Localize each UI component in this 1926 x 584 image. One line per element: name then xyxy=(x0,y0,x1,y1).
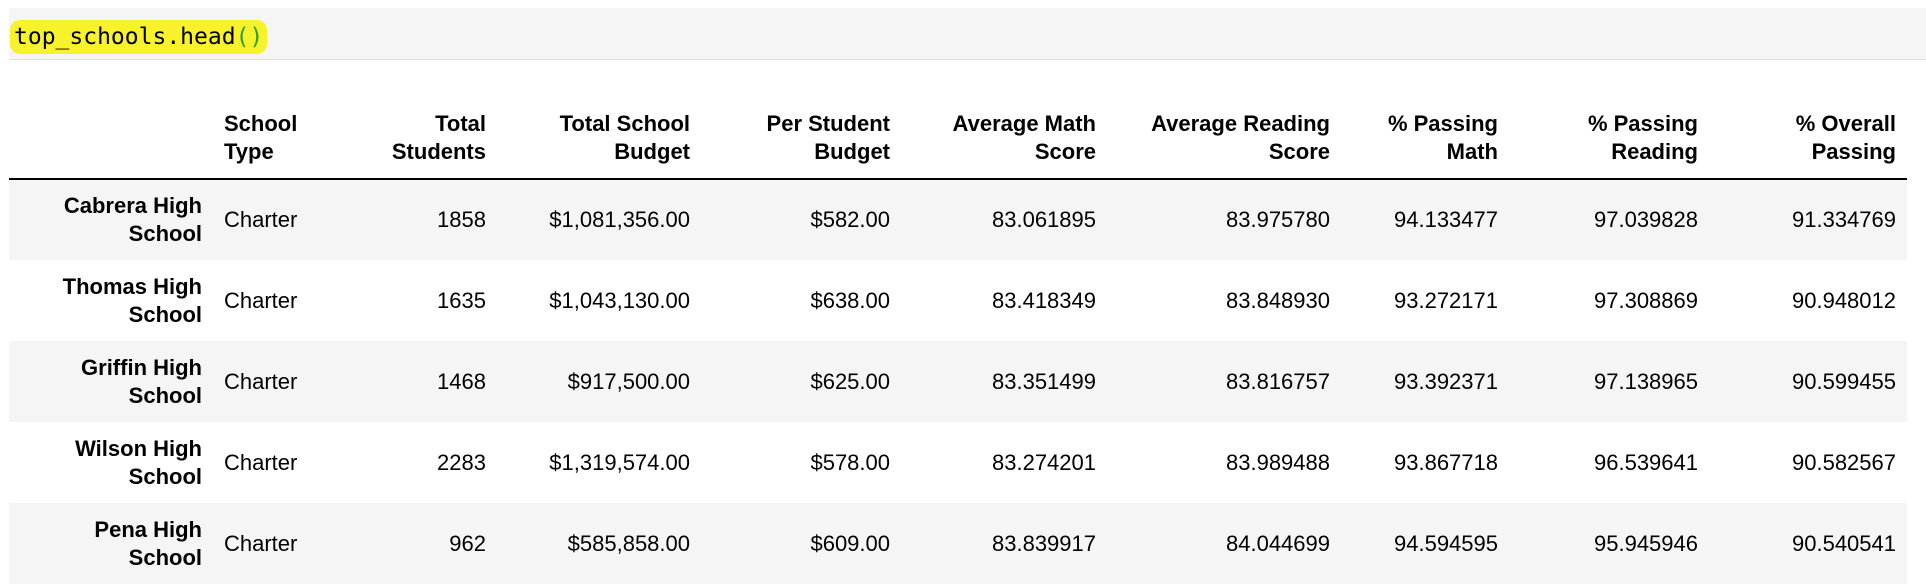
column-header-type: School Type xyxy=(213,96,341,180)
cell-math: 83.274201 xyxy=(992,449,1096,475)
output-dataframe: School Type Total Students Total School Bu… xyxy=(9,96,1907,584)
cell-overall: 91.334769 xyxy=(1792,207,1896,232)
column-header-overall: % Overall Passing xyxy=(1709,96,1907,180)
cell-reading: 83.816757 xyxy=(1226,368,1330,394)
cell-budget: $1,319,574.00 xyxy=(549,449,690,475)
cell-pass-reading: 96.539641 xyxy=(1594,449,1698,475)
cell-reading: 83.975780 xyxy=(1226,207,1330,232)
cell-overall: 90.582567 xyxy=(1792,449,1896,475)
cell-per-student: $609.00 xyxy=(810,530,890,556)
row-index-school: Griffin High School xyxy=(81,354,202,408)
cell-pass-math: 93.392371 xyxy=(1394,368,1498,394)
column-header-students: Total Students xyxy=(341,96,497,180)
table-row: Thomas High School Charter 1635 $1,043,130.… xyxy=(9,260,1907,341)
cell-type: Charter xyxy=(224,207,298,232)
cell-per-student: $582.00 xyxy=(810,207,890,232)
cell-pass-math: 94.594595 xyxy=(1394,530,1498,556)
cell-pass-math: 94.133477 xyxy=(1394,207,1498,232)
row-index-school: Thomas High School xyxy=(62,273,202,327)
code-text: top_schools.head xyxy=(14,24,236,50)
row-index-school: Pena High School xyxy=(94,516,202,570)
cell-students: 1468 xyxy=(437,368,486,394)
cell-overall: 90.540541 xyxy=(1792,530,1896,556)
column-header-per-student: Per Student Budget xyxy=(701,96,901,180)
cell-pass-reading: 95.945946 xyxy=(1594,530,1698,556)
row-index-school: Cabrera High School xyxy=(63,193,202,246)
table-header: School Type Total Students Total School Bu… xyxy=(9,96,1907,180)
column-header-budget: Total School Budget xyxy=(497,96,701,180)
cell-reading: 84.044699 xyxy=(1226,530,1330,556)
code-parens: () xyxy=(235,24,264,50)
schools-table: School Type Total Students Total School Bu… xyxy=(9,96,1907,584)
cell-reading: 83.989488 xyxy=(1226,449,1330,475)
cell-pass-math: 93.867718 xyxy=(1394,449,1498,475)
cell-type: Charter xyxy=(224,449,298,475)
table-row: Pena High School Charter 962 $585,858.00 $60… xyxy=(9,503,1907,584)
cell-budget: $917,500.00 xyxy=(567,368,690,394)
cell-budget: $585,858.00 xyxy=(567,530,690,556)
code-line[interactable]: top_schools.head() xyxy=(10,20,268,54)
cell-type: Charter xyxy=(224,368,298,394)
table-body: Cabrera High School Charter 1858 $1,081,356… xyxy=(9,179,1907,584)
cell-math: 83.839917 xyxy=(992,530,1096,556)
cell-overall: 90.948012 xyxy=(1792,287,1896,313)
column-header-reading: Average Reading Score xyxy=(1107,96,1341,180)
table-row: Griffin High School Charter 1468 $917,500.0… xyxy=(9,341,1907,422)
cell-budget: $1,043,130.00 xyxy=(549,287,690,313)
cell-students: 962 xyxy=(449,530,486,556)
cell-overall: 90.599455 xyxy=(1792,368,1896,394)
cell-pass-reading: 97.308869 xyxy=(1594,287,1698,313)
column-header-index xyxy=(9,96,213,180)
cell-students: 1858 xyxy=(437,207,486,232)
cell-students: 1635 xyxy=(437,287,486,313)
cell-math: 83.061895 xyxy=(992,207,1096,232)
cell-reading: 83.848930 xyxy=(1226,287,1330,313)
cell-per-student: $578.00 xyxy=(810,449,890,475)
column-header-pass-reading: % Passing Reading xyxy=(1509,96,1709,180)
column-header-pass-math: % Passing Math xyxy=(1341,96,1509,180)
cell-math: 83.418349 xyxy=(992,287,1096,313)
cell-pass-reading: 97.039828 xyxy=(1594,207,1698,232)
cell-budget: $1,081,356.00 xyxy=(549,207,690,232)
code-cell-input[interactable] xyxy=(9,8,1926,60)
cell-per-student: $625.00 xyxy=(810,368,890,394)
cell-math: 83.351499 xyxy=(992,368,1096,394)
cell-type: Charter xyxy=(224,530,298,556)
cell-type: Charter xyxy=(224,287,298,313)
cell-students: 2283 xyxy=(437,449,486,475)
cell-per-student: $638.00 xyxy=(810,287,890,313)
table-row: Wilson High School Charter 2283 $1,319,574.… xyxy=(9,422,1907,503)
cell-pass-math: 93.272171 xyxy=(1394,287,1498,313)
cell-pass-reading: 97.138965 xyxy=(1594,368,1698,394)
row-index-school: Wilson High School xyxy=(75,435,202,489)
column-header-math: Average Math Score xyxy=(901,96,1107,180)
table-row: Cabrera High School Charter 1858 $1,081,356… xyxy=(9,179,1907,260)
